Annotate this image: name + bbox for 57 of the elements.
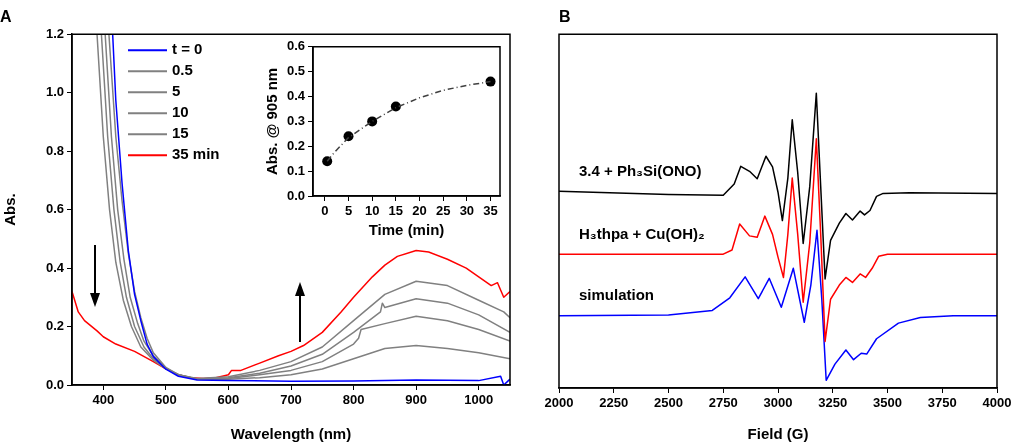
- series-label: simulation: [579, 286, 655, 304]
- y-tick-label: 0.6: [286, 38, 305, 54]
- y-tick-label: 0.8: [45, 142, 64, 158]
- y-tick-label: 0.5: [286, 63, 305, 79]
- y-tick-label: 0.3: [286, 112, 305, 128]
- legend-label: 10: [172, 103, 189, 121]
- x-tick-label: 2500: [654, 395, 683, 411]
- y-tick-label: 0.2: [286, 137, 305, 153]
- y-tick-label: 0.1: [286, 162, 305, 178]
- chart-title: B: [559, 8, 571, 26]
- x-tick-label: 0: [321, 203, 329, 219]
- x-tick-label: 400: [92, 392, 115, 408]
- x-tick-label: 2750: [708, 395, 738, 411]
- x-tick-label: 600: [217, 392, 240, 408]
- x-axis-title: Time (min): [368, 221, 445, 239]
- x-tick-label: 30: [459, 203, 475, 219]
- x-tick-label: 3000: [763, 395, 793, 411]
- y-tick-label: 0.4: [286, 88, 306, 104]
- legend-label: 35 min: [172, 145, 220, 163]
- x-tick-label: 3500: [873, 395, 902, 411]
- y-tick-label: 0.0: [286, 187, 305, 203]
- legend-label: 15: [172, 124, 189, 142]
- x-tick-label: 5: [344, 203, 353, 219]
- point: [367, 116, 378, 127]
- y-tick-label: 1.0: [45, 84, 64, 100]
- point: [390, 101, 401, 112]
- x-tick-label: 3250: [818, 395, 848, 411]
- x-tick-label: 25: [435, 203, 451, 219]
- legend-label: 5: [172, 82, 181, 100]
- x-axis-title: Field (G): [747, 425, 809, 443]
- chart-title: A: [0, 8, 12, 26]
- x-tick-label: 10: [364, 203, 380, 219]
- y-tick-label: 0.0: [45, 376, 64, 392]
- y-tick-label: 0.2: [45, 318, 64, 334]
- x-tick-label: 35: [483, 203, 498, 219]
- x-tick-label: 1000: [464, 392, 494, 408]
- y-tick-label: 0.4: [45, 259, 65, 275]
- y-axis-title: Abs. @ 905 nm: [263, 67, 281, 175]
- series-label: 3.4 + Ph₃Si(ONO): [579, 161, 702, 179]
- y-tick-label: 0.6: [45, 201, 64, 217]
- x-tick-label: 2250: [599, 395, 629, 411]
- y-tick-label: 1.2: [45, 25, 64, 41]
- legend-label: t = 0: [172, 40, 203, 58]
- x-axis-title: Wavelength (nm): [230, 425, 352, 443]
- x-tick-label: 2000: [544, 395, 574, 411]
- x-tick-label: 800: [342, 392, 365, 408]
- x-tick-label: 20: [412, 203, 427, 219]
- x-tick-label: 15: [388, 203, 404, 219]
- series-label: H₃thpa + Cu(OH)₂: [579, 224, 705, 242]
- x-tick-label: 4000: [982, 395, 1012, 411]
- x-tick-label: 500: [155, 392, 177, 408]
- x-tick-label: 900: [405, 392, 427, 408]
- y-axis-title: Abs.: [1, 193, 19, 226]
- point: [322, 156, 333, 167]
- legend-label: 0.5: [172, 61, 193, 79]
- x-tick-label: 3750: [927, 395, 957, 411]
- x-tick-label: 700: [280, 392, 302, 408]
